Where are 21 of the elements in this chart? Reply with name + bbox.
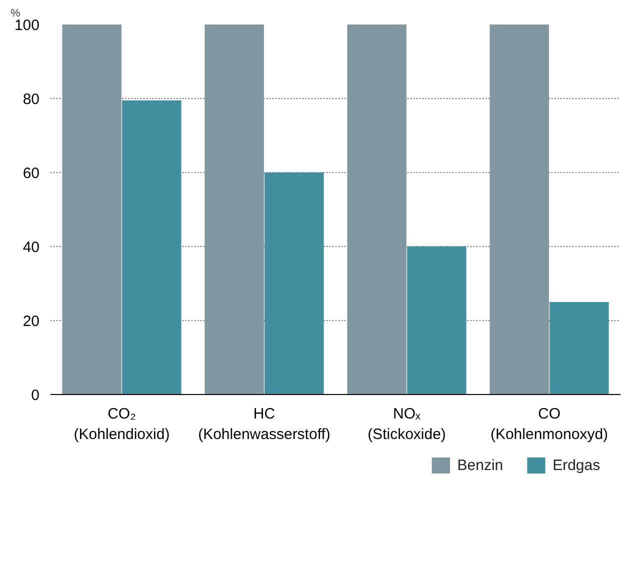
y-tick-label: 20 bbox=[22, 313, 40, 330]
bar bbox=[550, 302, 609, 394]
bar bbox=[204, 24, 264, 394]
bar bbox=[62, 24, 122, 394]
x-tick-label: CO₂ (Kohlendioxid) bbox=[74, 406, 170, 443]
y-tick-label: 80 bbox=[22, 91, 40, 108]
x-tick-label: CO (Kohlenmonoxyd) bbox=[490, 406, 608, 443]
y-axis-title: % bbox=[10, 8, 20, 20]
bar bbox=[122, 100, 182, 394]
x-tick-label: HC (Kohlenwasserstoff) bbox=[198, 406, 330, 443]
y-tick-label: 0 bbox=[31, 387, 40, 404]
legend-label: Erdgas bbox=[552, 457, 600, 474]
bar bbox=[490, 24, 549, 394]
bar bbox=[264, 172, 324, 394]
y-tick-label: 40 bbox=[22, 239, 40, 256]
bar bbox=[407, 246, 466, 394]
y-tick-label: 100 bbox=[14, 17, 40, 34]
y-tick-label: 60 bbox=[22, 165, 40, 182]
bar bbox=[347, 24, 406, 394]
legend-label: Benzin bbox=[457, 457, 504, 474]
x-tick-label: NOₓ (Stickoxide) bbox=[368, 406, 446, 443]
